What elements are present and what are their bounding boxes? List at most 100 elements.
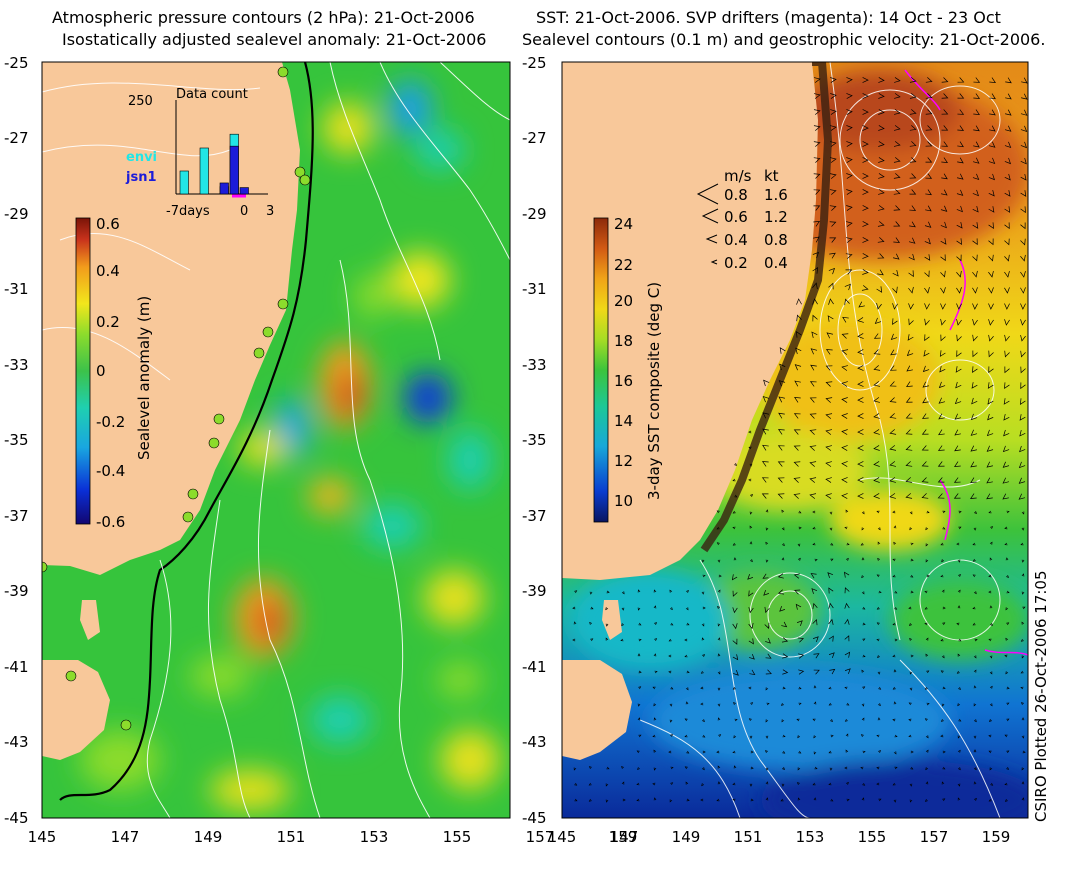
velocity-arrow-icon bbox=[777, 429, 785, 435]
velocity-arrow-icon bbox=[892, 318, 898, 326]
velocity-arrow-icon bbox=[909, 77, 917, 83]
velocity-arrow-icon bbox=[861, 717, 865, 721]
velocity-arrow-icon bbox=[829, 252, 836, 259]
right-y-tick: -25 bbox=[522, 54, 547, 72]
velocity-arrow-icon bbox=[988, 206, 995, 213]
velocity-arrow-icon bbox=[685, 701, 689, 705]
velocity-arrow-icon bbox=[956, 189, 964, 196]
velocity-arrow-icon bbox=[765, 735, 769, 739]
velocity-arrow-icon bbox=[988, 238, 994, 246]
velocity-arrow-icon bbox=[987, 413, 994, 421]
velocity-arrow-icon bbox=[892, 622, 896, 626]
velocity-arrow-icon bbox=[905, 477, 913, 483]
left-x-tick: 155 bbox=[443, 828, 472, 846]
velocity-ms: 0.8 bbox=[724, 186, 748, 204]
velocity-arrow-icon bbox=[846, 173, 853, 179]
velocity-arrow-icon bbox=[765, 559, 769, 563]
velocity-arrow-icon bbox=[862, 253, 869, 259]
velocity-arrow-icon bbox=[1004, 222, 1010, 230]
velocity-arrow-icon bbox=[828, 782, 832, 786]
velocity-arrow-icon bbox=[782, 734, 786, 738]
velocity-arrow-icon bbox=[846, 109, 853, 115]
velocity-arrow-icon bbox=[876, 510, 880, 514]
velocity-arrow-icon bbox=[1006, 750, 1010, 754]
velocity-arrow-icon bbox=[825, 429, 833, 435]
velocity-arrow-icon bbox=[809, 445, 817, 451]
velocity-arrow-icon bbox=[748, 607, 754, 614]
velocity-arrow-icon bbox=[957, 783, 961, 787]
velocity-arrow-icon bbox=[941, 125, 949, 131]
velocity-arrow-icon bbox=[957, 735, 961, 739]
velocity-arrow-icon bbox=[1004, 271, 1010, 278]
velocity-arrow-icon bbox=[973, 735, 977, 739]
velocity-arrow-icon bbox=[906, 381, 913, 388]
velocity-arrow-icon bbox=[733, 557, 737, 561]
velocity-arrow-icon bbox=[908, 303, 914, 310]
right-y-axis: -25 -27 -29 -31 -33 -35 -37 -39 -41 -43 … bbox=[522, 54, 547, 827]
velocity-arrow-icon bbox=[939, 350, 946, 357]
velocity-arrow-icon bbox=[812, 542, 816, 546]
sla-colorbar-label: Sealevel anomaly (m) bbox=[135, 296, 153, 460]
velocity-arrow-icon bbox=[889, 429, 897, 435]
velocity-arrow-icon bbox=[844, 718, 848, 722]
velocity-arrow-icon bbox=[942, 766, 946, 770]
velocity-arrow-icon bbox=[878, 77, 885, 83]
velocity-arrow-icon bbox=[925, 93, 933, 99]
velocity-arrow-icon bbox=[873, 365, 881, 371]
velocity-arrow-icon bbox=[877, 703, 881, 707]
velocity-arrow-icon bbox=[972, 270, 978, 278]
velocity-arrow-icon bbox=[762, 428, 769, 435]
velocity-arrow-icon bbox=[686, 670, 690, 674]
velocity-arrow-icon bbox=[765, 767, 769, 771]
velocity-arrow-icon bbox=[685, 687, 689, 691]
velocity-arrow-icon bbox=[905, 413, 913, 419]
velocity-kt: 1.2 bbox=[764, 208, 788, 226]
velocity-arrow-icon bbox=[830, 542, 834, 546]
velocity-arrow-icon bbox=[972, 334, 978, 342]
velocity-arrow-icon bbox=[588, 766, 592, 770]
velocity-arrow-icon bbox=[957, 77, 965, 83]
velocity-arrow-icon bbox=[909, 157, 917, 163]
velocity-arrow-icon bbox=[793, 445, 801, 451]
velocity-arrow-icon bbox=[941, 703, 945, 707]
velocity-arrow-icon bbox=[861, 591, 865, 595]
velocity-arrow-icon bbox=[812, 314, 818, 322]
velocity-arrow-icon bbox=[921, 477, 929, 483]
velocity-arrow-icon bbox=[845, 733, 849, 737]
right-y-tick: -45 bbox=[522, 809, 547, 827]
velocity-arrow-icon bbox=[830, 798, 834, 802]
velocity-arrow-icon bbox=[766, 702, 770, 706]
velocity-arrow-icon bbox=[894, 77, 901, 83]
velocity-arrow-icon bbox=[905, 493, 913, 499]
velocity-arrow-icon bbox=[684, 654, 688, 658]
velocity-arrow-icon bbox=[905, 429, 913, 435]
velocity-arrow-icon bbox=[973, 109, 980, 116]
velocity-arrow-icon bbox=[797, 767, 801, 771]
velocity-arrow-icon bbox=[717, 637, 721, 641]
velocity-arrow-icon bbox=[765, 637, 771, 644]
velocity-arrow-icon bbox=[955, 381, 962, 389]
velocity-arrow-icon bbox=[841, 333, 849, 339]
velocity-arrow-icon bbox=[861, 575, 865, 579]
jsn1-count-bar bbox=[239, 187, 249, 195]
velocity-arrow-icon bbox=[862, 269, 869, 275]
velocity-arrow-icon bbox=[990, 526, 994, 530]
velocity-arrow-icon bbox=[748, 686, 752, 690]
jsn1-count-bar bbox=[219, 182, 229, 195]
velocity-arrow-icon bbox=[941, 589, 945, 593]
envi-count-bar bbox=[179, 170, 189, 195]
sst-field bbox=[562, 62, 1028, 818]
right-y-tick: -43 bbox=[522, 733, 547, 751]
velocity-arrow-icon bbox=[778, 412, 785, 419]
velocity-arrow-icon bbox=[940, 542, 944, 546]
velocity-arrow-icon bbox=[989, 125, 996, 132]
velocity-arrow-icon bbox=[1021, 767, 1025, 771]
velocity-arrow-icon bbox=[796, 620, 803, 627]
velocity-arrow-icon bbox=[732, 750, 736, 754]
velocity-arrow-icon bbox=[798, 750, 802, 754]
velocity-arrow-icon bbox=[813, 685, 817, 689]
velocity-arrow-icon bbox=[748, 478, 752, 482]
velocity-arrow-icon bbox=[793, 429, 801, 435]
velocity-arrow-icon bbox=[926, 702, 930, 706]
velocity-arrow-icon bbox=[830, 125, 837, 131]
